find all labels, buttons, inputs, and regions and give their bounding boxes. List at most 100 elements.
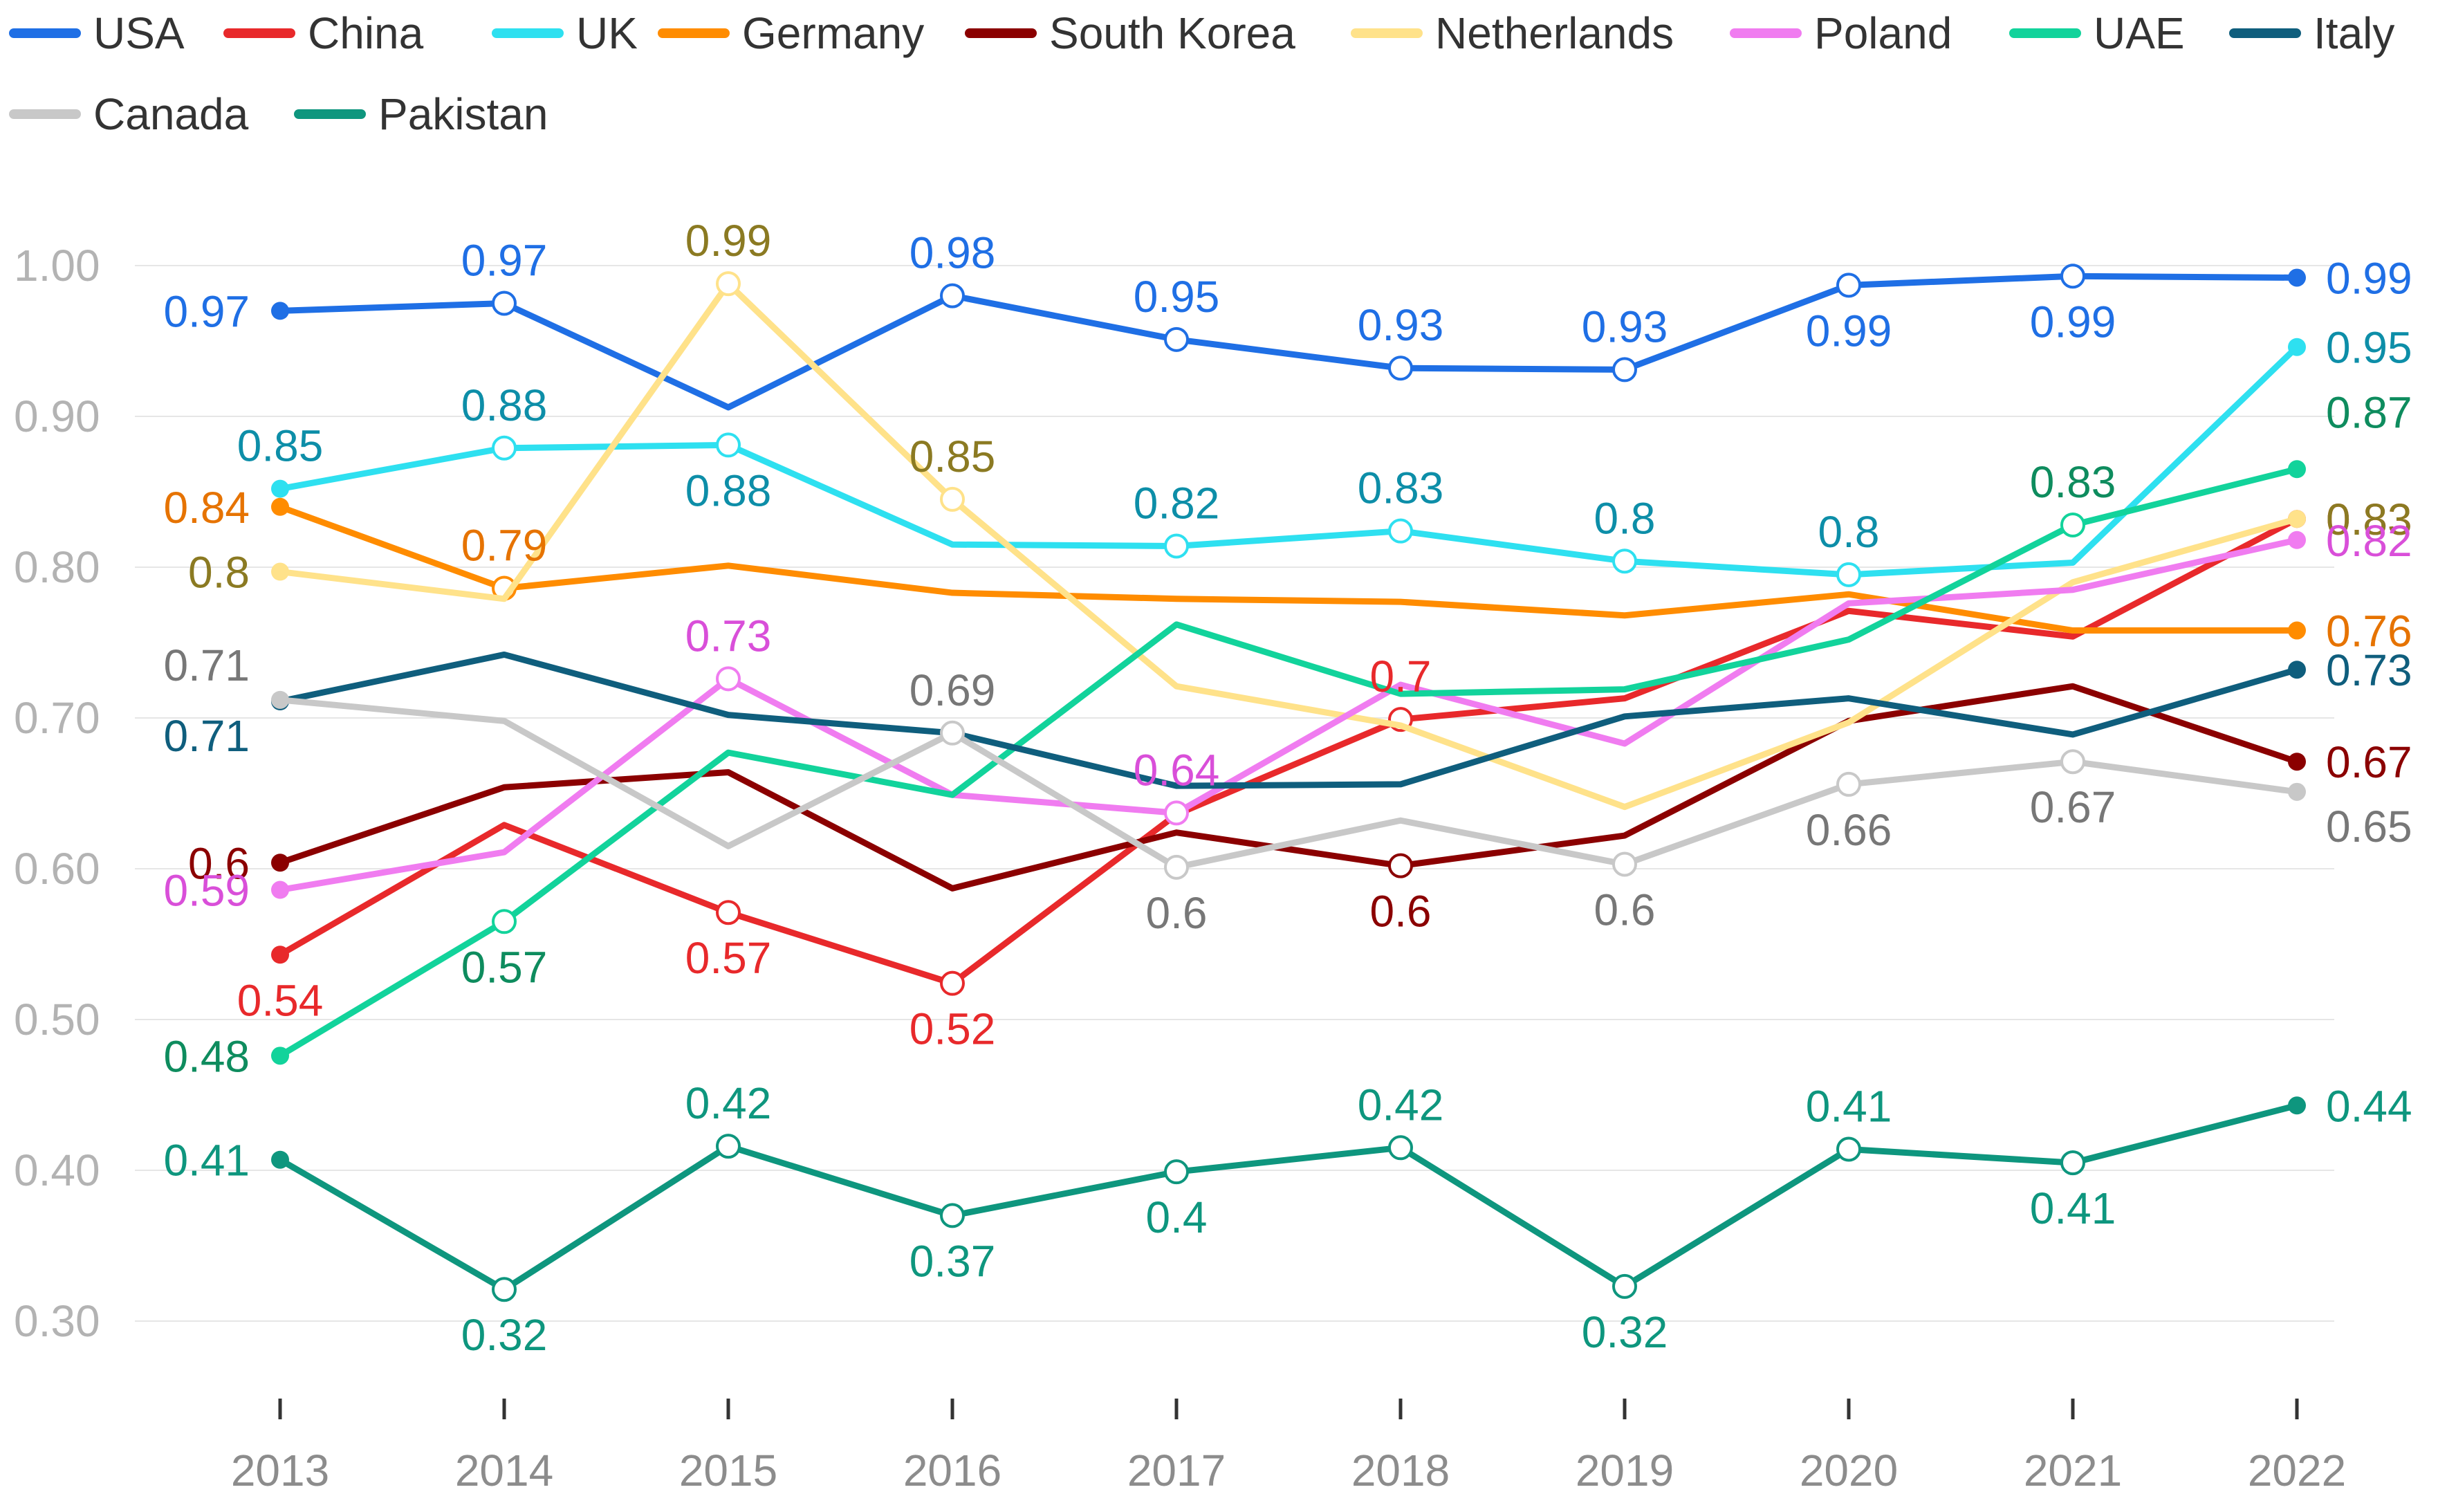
y-tick-label: 0.30 bbox=[14, 1296, 100, 1346]
data-point[interactable] bbox=[940, 1203, 965, 1228]
series-south-korea bbox=[271, 683, 2306, 892]
data-point[interactable] bbox=[2060, 264, 2085, 289]
data-label-uk: 0.82 bbox=[1134, 478, 1220, 528]
data-label-usa: 0.95 bbox=[1134, 272, 1220, 322]
legend-item-uk[interactable]: UK bbox=[492, 8, 638, 58]
series-canada bbox=[271, 690, 2306, 880]
x-tick-label: 2022 bbox=[2248, 1446, 2346, 1495]
data-point[interactable] bbox=[940, 283, 965, 308]
data-label-uk: 0.95 bbox=[2326, 323, 2412, 373]
data-point[interactable] bbox=[271, 479, 289, 498]
data-label-uae: 0.57 bbox=[461, 942, 548, 992]
data-point[interactable] bbox=[492, 1277, 517, 1302]
series-line-canada bbox=[277, 697, 2300, 871]
data-point[interactable] bbox=[940, 720, 965, 746]
data-point[interactable] bbox=[1388, 518, 1413, 544]
data-point[interactable] bbox=[271, 497, 289, 516]
data-point[interactable] bbox=[2288, 753, 2306, 771]
data-point[interactable] bbox=[1164, 326, 1189, 352]
data-label-uk: 0.85 bbox=[237, 421, 324, 471]
data-point[interactable] bbox=[271, 302, 289, 320]
data-point[interactable] bbox=[940, 970, 965, 996]
data-point[interactable] bbox=[1836, 1136, 1861, 1162]
data-point[interactable] bbox=[1612, 851, 1637, 877]
data-point[interactable] bbox=[2288, 782, 2306, 801]
data-point[interactable] bbox=[2288, 460, 2306, 479]
legend-item-uae[interactable]: UAE bbox=[2009, 8, 2185, 58]
series-line-south-korea bbox=[277, 683, 2300, 892]
legend-item-china[interactable]: China bbox=[223, 8, 424, 58]
x-tick-label: 2015 bbox=[679, 1446, 777, 1495]
y-tick-label: 0.50 bbox=[14, 995, 100, 1044]
data-point[interactable] bbox=[1388, 1135, 1413, 1161]
data-point[interactable] bbox=[1612, 548, 1637, 574]
data-point[interactable] bbox=[271, 946, 289, 964]
data-label-china: 0.7 bbox=[1370, 652, 1432, 701]
data-label-pakistan: 0.41 bbox=[1806, 1081, 1892, 1131]
data-point[interactable] bbox=[2288, 510, 2306, 528]
data-point[interactable] bbox=[271, 881, 289, 899]
data-point[interactable] bbox=[2060, 749, 2085, 775]
data-point[interactable] bbox=[716, 1134, 741, 1159]
data-point[interactable] bbox=[1836, 273, 1861, 298]
data-label-uae: 0.83 bbox=[2030, 457, 2116, 507]
y-axis: 0.30 0.40 0.50 0.60 0.70 0.80 0.90 1.00 bbox=[14, 241, 100, 1346]
series-usa bbox=[271, 264, 2306, 411]
data-point[interactable] bbox=[271, 562, 289, 581]
legend-label: Pakistan bbox=[378, 89, 548, 139]
data-point[interactable] bbox=[271, 690, 289, 709]
data-point[interactable] bbox=[716, 271, 741, 297]
data-point[interactable] bbox=[1164, 854, 1189, 880]
data-point[interactable] bbox=[1388, 356, 1413, 381]
x-tick-label: 2013 bbox=[231, 1446, 329, 1495]
legend-item-poland[interactable]: Poland bbox=[1730, 8, 1952, 58]
legend-item-canada[interactable]: Canada bbox=[9, 89, 249, 139]
data-label-netherlands: 0.99 bbox=[685, 216, 772, 266]
data-point[interactable] bbox=[1612, 1273, 1637, 1299]
data-point[interactable] bbox=[2288, 621, 2306, 640]
data-point[interactable] bbox=[2288, 661, 2306, 679]
data-point[interactable] bbox=[1388, 853, 1413, 878]
data-point[interactable] bbox=[2288, 268, 2306, 287]
data-point[interactable] bbox=[2060, 512, 2085, 537]
y-tick-label: 0.70 bbox=[14, 693, 100, 743]
data-point[interactable] bbox=[1164, 800, 1189, 826]
data-label-pakistan: 0.41 bbox=[163, 1136, 250, 1186]
data-point[interactable] bbox=[2288, 1096, 2306, 1115]
data-point[interactable] bbox=[2288, 338, 2306, 356]
data-label-pakistan: 0.44 bbox=[2326, 1081, 2412, 1131]
data-point[interactable] bbox=[716, 900, 741, 925]
data-label-canada: 0.67 bbox=[2030, 782, 2116, 832]
data-point[interactable] bbox=[1612, 357, 1637, 382]
data-point[interactable] bbox=[492, 435, 517, 461]
data-point[interactable] bbox=[716, 666, 741, 692]
data-point[interactable] bbox=[2060, 1150, 2085, 1176]
series-poland bbox=[271, 531, 2306, 899]
x-tick-label: 2014 bbox=[455, 1446, 553, 1495]
data-label-pakistan: 0.41 bbox=[2030, 1183, 2116, 1233]
y-tick-label: 0.40 bbox=[14, 1145, 100, 1195]
legend-label: Canada bbox=[93, 89, 249, 139]
data-point[interactable] bbox=[1836, 562, 1861, 587]
legend-item-pakistan[interactable]: Pakistan bbox=[294, 89, 548, 139]
data-point[interactable] bbox=[940, 486, 965, 512]
data-point[interactable] bbox=[271, 1150, 289, 1169]
legend-item-south-korea[interactable]: South Korea bbox=[965, 8, 1295, 58]
data-point[interactable] bbox=[1164, 1159, 1189, 1185]
data-point[interactable] bbox=[1164, 533, 1189, 559]
data-label-usa: 0.98 bbox=[909, 228, 996, 278]
data-point[interactable] bbox=[492, 909, 517, 934]
legend-item-netherlands[interactable]: Netherlands bbox=[1351, 8, 1674, 58]
data-point[interactable] bbox=[716, 432, 741, 458]
legend-item-italy[interactable]: Italy bbox=[2229, 8, 2394, 58]
data-point[interactable] bbox=[2288, 531, 2306, 549]
data-point[interactable] bbox=[1836, 771, 1861, 797]
data-label-italy: 0.71 bbox=[163, 711, 250, 761]
data-point[interactable] bbox=[271, 854, 289, 872]
legend-item-germany[interactable]: Germany bbox=[658, 8, 924, 58]
data-point[interactable] bbox=[492, 291, 517, 316]
legend-item-usa[interactable]: USA bbox=[9, 8, 185, 58]
data-label-china: 0.57 bbox=[685, 933, 772, 983]
data-point[interactable] bbox=[271, 1047, 289, 1065]
x-tick-label: 2021 bbox=[2024, 1446, 2122, 1495]
